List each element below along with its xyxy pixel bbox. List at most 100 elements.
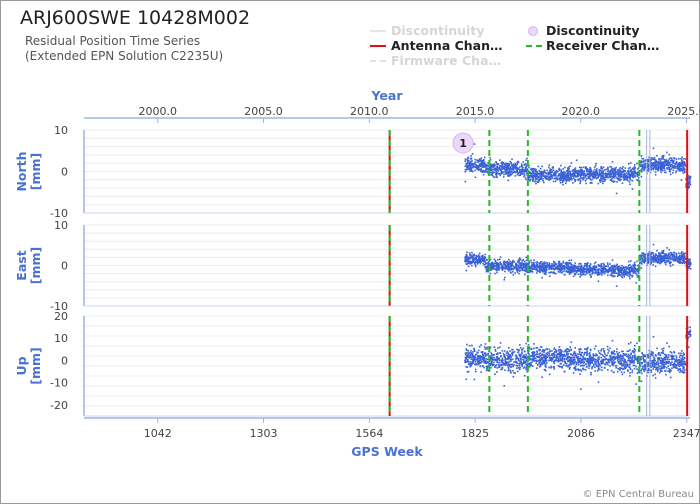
data-point: [679, 258, 682, 261]
data-point: [495, 169, 498, 171]
data-point: [570, 173, 572, 176]
data-point: [574, 352, 577, 355]
data-point: [679, 261, 682, 264]
data-point: [655, 258, 658, 261]
data-point: [479, 355, 482, 358]
data-point: [674, 165, 676, 168]
data-point: [640, 155, 643, 157]
data-point: [491, 263, 494, 265]
data-point: [500, 267, 503, 270]
data-point: [525, 265, 527, 268]
data-point: [669, 251, 672, 254]
data-point: [477, 358, 480, 360]
data-point: [616, 352, 619, 355]
data-point: [536, 355, 539, 358]
data-point: [555, 176, 558, 179]
data-point: [612, 359, 615, 362]
data-point: [529, 362, 532, 365]
data-point: [525, 359, 527, 362]
data-point: [513, 170, 516, 173]
data-point: [566, 178, 568, 181]
data-point: [593, 168, 596, 171]
data-point: [520, 163, 523, 166]
data-point: [529, 175, 532, 177]
legend-item-firmware-change[interactable]: Firmware Cha…: [391, 53, 501, 68]
data-point: [590, 373, 592, 376]
data-point: [486, 353, 489, 356]
data-point: [663, 257, 666, 259]
data-point: [525, 363, 527, 366]
data-point: [689, 183, 692, 186]
data-point: [544, 270, 547, 272]
data-point: [468, 163, 471, 165]
data-point: [507, 366, 510, 369]
data-point: [648, 164, 650, 167]
data-point: [617, 267, 620, 270]
data-point: [586, 173, 589, 175]
data-point: [509, 370, 512, 373]
data-point: [505, 267, 508, 270]
data-point: [529, 172, 532, 175]
data-point: [469, 361, 472, 363]
data-point: [543, 351, 545, 354]
data-point: [678, 162, 681, 164]
data-point: [503, 350, 506, 352]
data-point: [644, 163, 646, 165]
legend-item-receiver-change[interactable]: Receiver Chan…: [546, 38, 660, 53]
data-point: [611, 269, 613, 271]
data-point: [488, 364, 490, 366]
data-point: [560, 178, 562, 180]
data-point: [505, 266, 508, 268]
data-point: [480, 359, 482, 361]
data-point: [503, 163, 506, 165]
data-point: [521, 168, 524, 171]
data-point: [623, 268, 626, 271]
data-point: [509, 369, 512, 372]
data-point: [621, 269, 623, 272]
data-point: [565, 357, 568, 360]
data-point: [679, 256, 682, 259]
data-point: [529, 265, 532, 268]
data-point: [517, 269, 520, 272]
data-point: [546, 175, 549, 178]
legend-item-discontinuity-line[interactable]: Discontinuity: [391, 23, 485, 38]
data-point: [538, 267, 541, 270]
data-point: [587, 270, 590, 273]
data-point: [587, 365, 590, 367]
data-point: [553, 355, 556, 358]
data-point: [668, 163, 671, 166]
data-point: [650, 259, 652, 262]
data-point: [468, 252, 471, 254]
data-point: [509, 166, 512, 168]
data-point: [471, 160, 473, 162]
data-point: [654, 257, 657, 260]
data-point: [576, 368, 578, 371]
data-point: [614, 270, 616, 273]
data-point: [623, 367, 625, 370]
data-point: [535, 355, 538, 358]
data-point: [608, 174, 611, 177]
legend-item-discontinuity-circle[interactable]: Discontinuity: [546, 23, 640, 38]
data-point: [495, 364, 498, 366]
data-point: [565, 352, 568, 355]
data-point: [559, 359, 562, 362]
data-point: [626, 177, 629, 179]
data-point: [483, 161, 486, 164]
y-tick-label: -10: [50, 207, 68, 220]
data-point: [679, 165, 681, 167]
data-point: [512, 274, 515, 276]
data-point: [505, 352, 508, 354]
data-point: [593, 268, 596, 271]
data-point: [472, 351, 474, 353]
data-point: [528, 346, 531, 349]
legend-item-antenna-change[interactable]: Antenna Chan…: [391, 38, 503, 53]
data-point: [510, 168, 513, 170]
data-point: [585, 166, 587, 169]
data-point: [472, 164, 475, 167]
data-point: [643, 261, 645, 263]
data-point: [522, 269, 525, 272]
data-point: [467, 349, 470, 352]
data-point: [681, 162, 683, 164]
data-point: [541, 173, 544, 175]
data-point: [560, 362, 563, 365]
